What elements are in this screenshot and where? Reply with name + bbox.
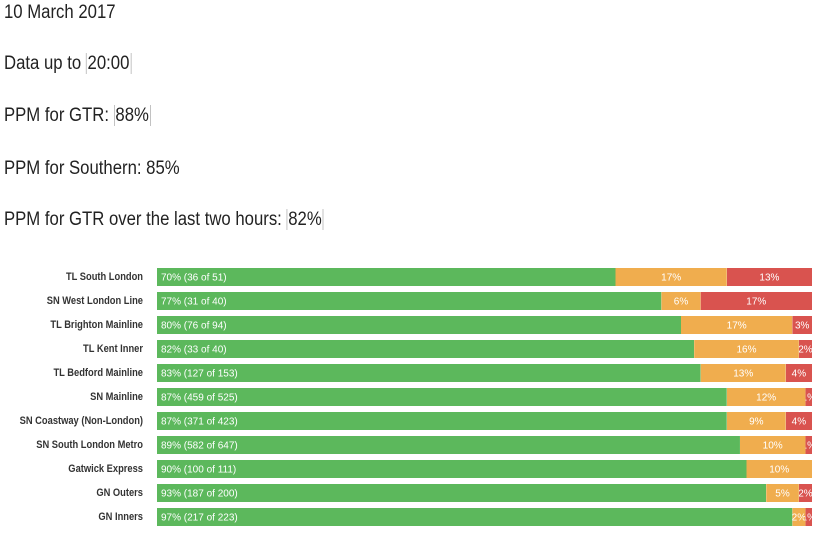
- bar-segment: [157, 268, 616, 286]
- value-label: 3%: [795, 321, 810, 332]
- value-label: 87% (459 of 525): [161, 393, 238, 404]
- bar-segment: [805, 508, 812, 526]
- value-label: 13%: [759, 273, 779, 284]
- bar-segment: [798, 340, 812, 358]
- bar-segment: [785, 412, 812, 430]
- value-label: 4%: [792, 417, 807, 428]
- value: 88%: [113, 105, 151, 126]
- bar-segment: [661, 292, 701, 310]
- bar-segment: [766, 484, 799, 502]
- value: 82%: [286, 209, 324, 230]
- value-label: 89% (582 of 647): [161, 441, 238, 452]
- value-label: 2%: [798, 489, 813, 500]
- category-label: TL Kent Inner: [83, 343, 143, 355]
- ppm-gtr-line: PPM for GTR: 88%: [4, 105, 151, 127]
- bar-segment: [792, 508, 806, 526]
- category-label: GN Inners: [98, 511, 143, 523]
- bar-segment: [681, 316, 793, 334]
- value-label: 6%: [674, 297, 689, 308]
- category-label: SN West London Line: [47, 295, 144, 307]
- bar-segment: [157, 412, 727, 430]
- time: 20:00: [85, 53, 132, 74]
- bar-segment: [700, 364, 786, 382]
- bar-segment: [157, 460, 747, 478]
- value-label: 17%: [727, 321, 747, 332]
- value-label: 77% (31 of 40): [161, 297, 227, 308]
- value-label: 90% (100 of 111): [161, 465, 236, 476]
- value-label: 10%: [763, 441, 783, 452]
- date: 10 March 2017: [4, 2, 116, 23]
- label: Data up to: [4, 53, 82, 74]
- value-label: 93% (187 of 200): [161, 489, 238, 500]
- category-label: SN Coastway (Non-London): [20, 415, 143, 427]
- category-label: TL Brighton Mainline: [50, 319, 143, 331]
- data-time-line: Data up to 20:00: [4, 53, 132, 75]
- bar-segment: [726, 268, 812, 286]
- value-label: 97% (217 of 223): [161, 513, 238, 524]
- bar-segment: [746, 460, 812, 478]
- bar-segment: [157, 508, 793, 526]
- value-label: 13%: [733, 369, 753, 380]
- bar-segment: [792, 316, 812, 334]
- value-label: 17%: [661, 273, 681, 284]
- bar-segment: [157, 364, 701, 382]
- value-label: 2%: [792, 513, 807, 524]
- bar-segment: [157, 484, 767, 502]
- bar-segment: [157, 316, 681, 334]
- bar-segment: [157, 388, 727, 406]
- value-label: 1%: [801, 441, 816, 452]
- category-label: SN South London Metro: [36, 439, 143, 451]
- value-label: 9%: [749, 417, 764, 428]
- value-label: 83% (127 of 153): [161, 369, 238, 380]
- value-label: 1%: [801, 513, 816, 524]
- value-label: 12%: [756, 393, 776, 404]
- value-label: 82% (33 of 40): [161, 345, 227, 356]
- bar-segment: [805, 388, 812, 406]
- label: PPM for GTR over the last two hours:: [4, 209, 282, 230]
- bar-segment: [615, 268, 727, 286]
- value-label: 2%: [798, 345, 813, 356]
- bar-segment: [700, 292, 812, 310]
- value-label: 16%: [736, 345, 756, 356]
- bar-segment: [157, 436, 740, 454]
- value-label: 4%: [792, 369, 807, 380]
- bar-segment: [798, 484, 812, 502]
- value-label: 17%: [746, 297, 766, 308]
- bar-segment: [726, 412, 786, 430]
- ppm-southern: PPM for Southern: 85%: [4, 158, 180, 179]
- label: PPM for GTR:: [4, 105, 109, 126]
- bar-segment: [739, 436, 806, 454]
- category-label: GN Outers: [96, 487, 143, 499]
- value-label: 5%: [775, 489, 790, 500]
- category-label: TL Bedford Mainline: [53, 367, 143, 379]
- category-label: TL South London: [66, 271, 143, 283]
- category-label: Gatwick Express: [68, 463, 143, 475]
- category-label: SN Mainline: [90, 391, 143, 403]
- bar-segment: [785, 364, 812, 382]
- bar-segment: [694, 340, 799, 358]
- value-label: 10%: [769, 465, 789, 476]
- value-label: 70% (36 of 51): [161, 273, 227, 284]
- bar-segment: [726, 388, 806, 406]
- value-label: 87% (371 of 423): [161, 417, 238, 428]
- ppm-two-hours-line: PPM for GTR over the last two hours: 82%: [4, 209, 324, 231]
- value-label: 80% (76 of 94): [161, 321, 227, 332]
- bar-segment: [157, 292, 662, 310]
- value-label: 1%: [801, 393, 816, 404]
- bar-segment: [805, 436, 812, 454]
- chart: TL South London 70% (36 of 51) 17% 13% SN We…: [20, 268, 816, 526]
- bar-segment: [157, 340, 695, 358]
